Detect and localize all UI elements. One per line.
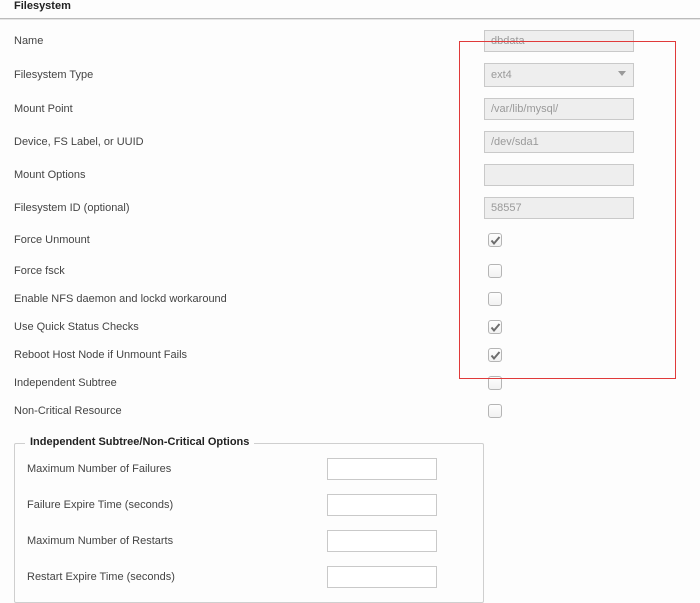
label-force-fsck: Force fsck (14, 265, 484, 277)
label-failure-expire: Failure Expire Time (seconds) (27, 499, 327, 511)
row-non-critical: Non-Critical Resource (14, 401, 686, 421)
checkbox-indep-subtree[interactable] (488, 376, 502, 390)
label-non-critical: Non-Critical Resource (14, 405, 484, 417)
label-name: Name (14, 35, 484, 47)
filesystem-form: Name Filesystem Type ext4 Mount Point De… (0, 20, 700, 421)
checkbox-nfs-workaround[interactable] (488, 292, 502, 306)
row-name: Name (14, 30, 686, 52)
label-fstype: Filesystem Type (14, 69, 484, 81)
row-max-failures: Maximum Number of Failures (27, 458, 471, 480)
input-fsid[interactable] (484, 197, 634, 219)
checkbox-reboot-on-fail[interactable] (488, 348, 502, 362)
input-max-failures[interactable] (327, 458, 437, 480)
label-quick-status: Use Quick Status Checks (14, 321, 484, 333)
input-name[interactable] (484, 30, 634, 52)
label-max-failures: Maximum Number of Failures (27, 463, 327, 475)
row-mount-point: Mount Point (14, 98, 686, 120)
checkbox-non-critical[interactable] (488, 404, 502, 418)
input-mount-options[interactable] (484, 164, 634, 186)
row-force-unmount: Force Unmount (14, 230, 686, 250)
row-force-fsck: Force fsck (14, 261, 686, 281)
label-restart-expire: Restart Expire Time (seconds) (27, 571, 327, 583)
input-restart-expire[interactable] (327, 566, 437, 588)
row-indep-subtree: Independent Subtree (14, 373, 686, 393)
subtree-legend: Independent Subtree/Non-Critical Options (25, 436, 254, 448)
label-mount-options: Mount Options (14, 169, 484, 181)
row-restart-expire: Restart Expire Time (seconds) (27, 566, 471, 588)
section-title: Filesystem (14, 0, 700, 12)
subtree-fieldset: Independent Subtree/Non-Critical Options… (14, 443, 484, 603)
row-nfs-workaround: Enable NFS daemon and lockd workaround (14, 289, 686, 309)
input-device[interactable] (484, 131, 634, 153)
checkbox-force-unmount[interactable] (488, 233, 502, 247)
label-force-unmount: Force Unmount (14, 234, 484, 246)
row-device: Device, FS Label, or UUID (14, 131, 686, 153)
input-max-restarts[interactable] (327, 530, 437, 552)
row-reboot-on-fail: Reboot Host Node if Unmount Fails (14, 345, 686, 365)
label-indep-subtree: Independent Subtree (14, 377, 484, 389)
row-mount-options: Mount Options (14, 164, 686, 186)
label-nfs-workaround: Enable NFS daemon and lockd workaround (14, 293, 484, 305)
checkbox-force-fsck[interactable] (488, 264, 502, 278)
select-fstype[interactable]: ext4 (484, 63, 634, 87)
row-quick-status: Use Quick Status Checks (14, 317, 686, 337)
input-mount-point[interactable] (484, 98, 634, 120)
label-reboot-on-fail: Reboot Host Node if Unmount Fails (14, 349, 484, 361)
row-fstype: Filesystem Type ext4 (14, 63, 686, 87)
row-max-restarts: Maximum Number of Restarts (27, 530, 471, 552)
row-fsid: Filesystem ID (optional) (14, 197, 686, 219)
label-fsid: Filesystem ID (optional) (14, 202, 484, 214)
label-device: Device, FS Label, or UUID (14, 136, 484, 148)
checkbox-quick-status[interactable] (488, 320, 502, 334)
row-failure-expire: Failure Expire Time (seconds) (27, 494, 471, 516)
label-max-restarts: Maximum Number of Restarts (27, 535, 327, 547)
label-mount-point: Mount Point (14, 103, 484, 115)
input-failure-expire[interactable] (327, 494, 437, 516)
